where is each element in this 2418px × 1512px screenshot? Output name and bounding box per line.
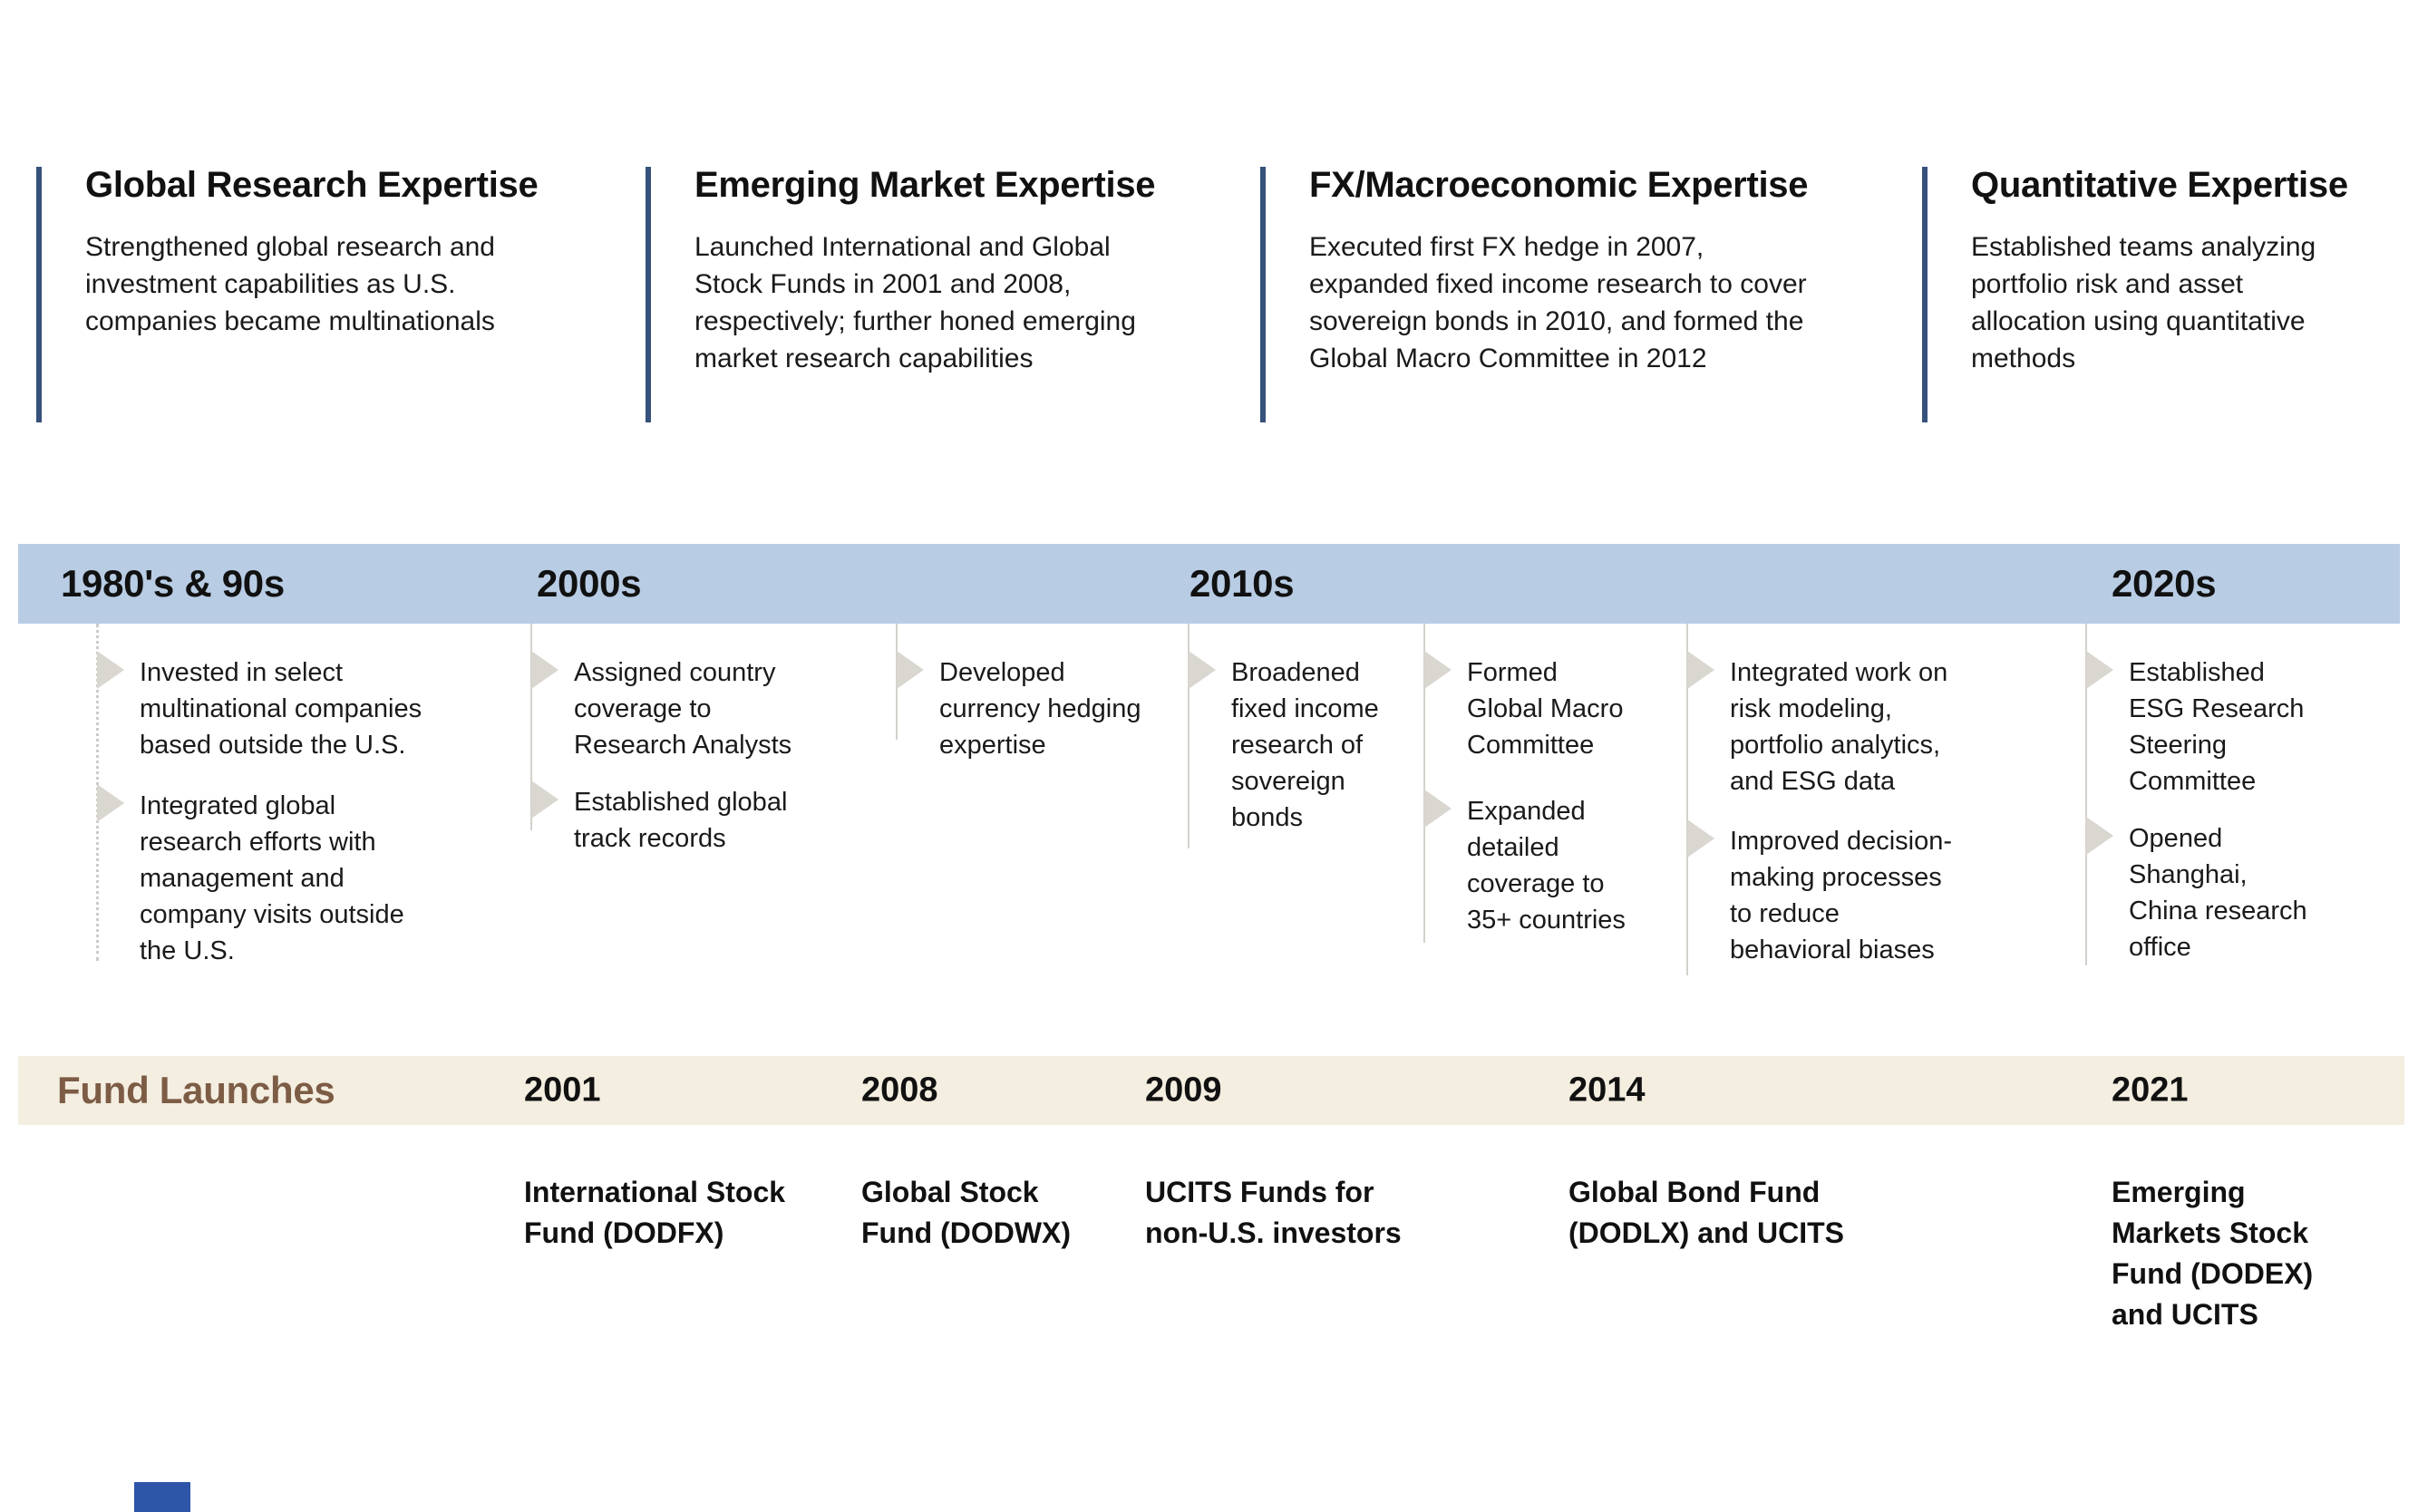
arrow-right-icon <box>897 651 924 689</box>
arrow-right-icon <box>531 780 558 819</box>
expertise-card-emerging-market: Emerging Market Expertise Launched Inter… <box>646 163 1238 422</box>
accent-bar <box>36 167 42 422</box>
expertise-card-quantitative: Quantitative Expertise Established teams… <box>1922 163 2397 422</box>
expertise-title: Quantitative Expertise <box>1971 165 2348 205</box>
accent-bar <box>1260 167 1266 422</box>
timeline-bullet: Formed Global Macro Committee <box>1467 658 1624 760</box>
fund-year-2014: 2014 <box>1568 1071 1646 1110</box>
fund-name-dodex: Emerging Markets Stock Fund (DODEX) and … <box>2112 1176 2314 1331</box>
fund-launches-band: Fund Launches 2001 2008 2009 2014 2021 <box>18 1056 2404 1125</box>
divider-line <box>1188 624 1190 848</box>
timeline-bullet: Integrated work on risk modeling, portfo… <box>1730 658 1948 796</box>
arrow-right-icon <box>2086 817 2113 855</box>
decade-label-1980s: 1980's & 90s <box>61 562 285 605</box>
arrow-right-icon <box>1424 651 1452 689</box>
divider-line <box>1423 624 1425 943</box>
timeline-bullet: Broadened fixed income research of sover… <box>1231 658 1379 832</box>
divider-line <box>530 624 532 830</box>
accent-bar <box>646 167 651 422</box>
expertise-body: Executed first FX hedge in 2007, expande… <box>1309 232 1807 373</box>
fund-launches-label: Fund Launches <box>57 1069 335 1111</box>
expertise-card-fx-macro: FX/Macroeconomic Expertise Executed firs… <box>1260 163 1898 422</box>
arrow-right-icon <box>2086 651 2113 689</box>
fund-name-dodlx: Global Bond Fund (DODLX) and UCITS <box>1568 1176 1844 1249</box>
fund-name-ucits: UCITS Funds for non-U.S. investors <box>1145 1176 1402 1249</box>
fund-year-2008: 2008 <box>861 1071 938 1110</box>
timeline-bullet: Established ESG Research Steering Commit… <box>2129 658 2305 796</box>
arrow-right-icon <box>531 651 558 689</box>
arrow-right-icon <box>97 784 124 822</box>
arrow-right-icon <box>1189 651 1216 689</box>
fund-year-2009: 2009 <box>1145 1071 1222 1110</box>
divider-line <box>1686 624 1688 975</box>
timeline-bullet: Expanded detailed coverage to 35+ countr… <box>1467 797 1626 935</box>
expertise-card-global-research: Global Research Expertise Strengthened g… <box>36 163 611 422</box>
expertise-body: Strengthened global research and investm… <box>85 232 495 336</box>
timeline-bullet: Opened Shanghai, China research office <box>2129 824 2307 962</box>
page-corner-square <box>134 1482 190 1512</box>
arrow-right-icon <box>97 651 124 689</box>
timeline-bullet: Assigned country coverage to Research An… <box>574 658 792 760</box>
arrow-right-icon <box>1424 790 1452 828</box>
timeline-bullet: Invested in select multinational compani… <box>140 658 422 760</box>
decade-label-2010s: 2010s <box>1190 562 1295 605</box>
expertise-body: Established teams analyzing portfolio ri… <box>1971 232 2316 373</box>
fund-name-dodwx: Global Stock Fund (DODWX) <box>861 1176 1072 1249</box>
decade-label-2020s: 2020s <box>2112 562 2217 605</box>
decade-label-2000s: 2000s <box>537 562 642 605</box>
accent-bar <box>1922 167 1928 422</box>
timeline-bullet: Developed currency hedging expertise <box>939 658 1141 760</box>
expertise-title: Global Research Expertise <box>85 165 539 205</box>
expertise-title: Emerging Market Expertise <box>694 165 1156 205</box>
timeline-bullet: Improved decision- making processes to r… <box>1730 827 1952 964</box>
timeline-bullet: Integrated global research efforts with … <box>140 791 404 965</box>
timeline-bullet: Established global track records <box>574 788 788 853</box>
expertise-title: FX/Macroeconomic Expertise <box>1309 165 1809 205</box>
fund-year-2001: 2001 <box>524 1071 601 1110</box>
divider-line <box>2085 624 2087 965</box>
arrow-right-icon <box>1687 819 1714 858</box>
fund-year-2021: 2021 <box>2112 1071 2189 1110</box>
fund-name-dodfx: International Stock Fund (DODFX) <box>524 1176 786 1249</box>
expertise-body: Launched International and Global Stock … <box>694 232 1136 373</box>
arrow-right-icon <box>1687 651 1714 689</box>
decade-band: 1980's & 90s 2000s 2010s 2020s <box>18 544 2400 624</box>
